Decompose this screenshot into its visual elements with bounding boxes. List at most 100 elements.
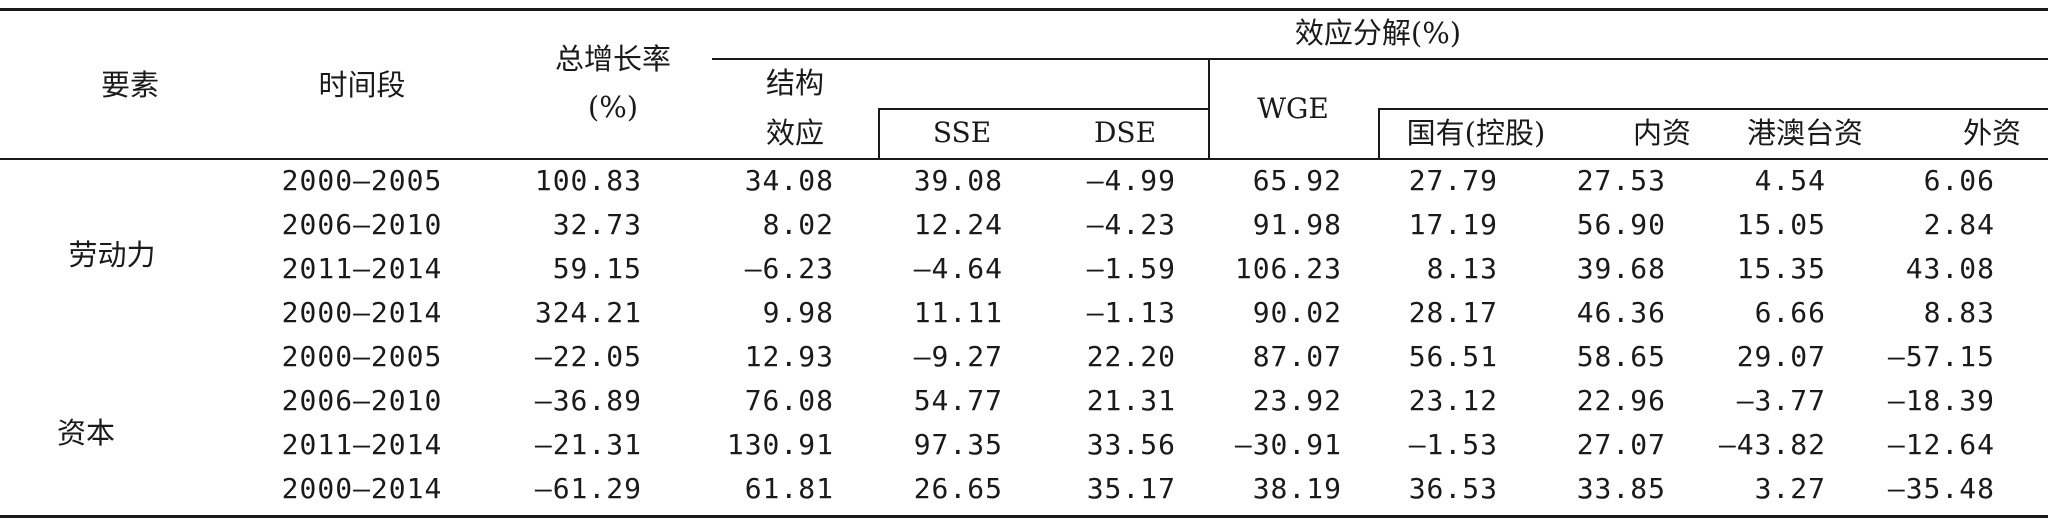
cell-state-owned: 17.19 (1408, 208, 1498, 241)
cell-hk-macau-taiwan: 15.35 (1736, 252, 1826, 285)
header-total-growth-line2: (%) (587, 90, 639, 124)
cell-hk-macau-taiwan: 6.66 (1754, 296, 1826, 329)
cell-domestic: 39.68 (1576, 252, 1666, 285)
cell-structure-effect: 34.08 (744, 164, 834, 197)
cell-foreign: 8.83 (1923, 296, 1995, 329)
cell-state-owned: 8.13 (1426, 252, 1498, 285)
table-bottom-rule (0, 515, 2048, 518)
cell-sse: 54.77 (913, 384, 1003, 417)
effect-header-rule (712, 58, 2048, 60)
header-effect-decomposition: 效应分解(%) (1294, 16, 1462, 50)
header-state-owned: 国有(控股) (1406, 116, 1546, 150)
cell-domestic: 22.96 (1576, 384, 1666, 417)
cell-state-owned: 36.53 (1408, 472, 1498, 505)
cell-state-owned: 23.12 (1408, 384, 1498, 417)
divider-structure-sse (878, 108, 880, 158)
cell-total-growth: —21.31 (534, 428, 642, 461)
cell-total-growth: 324.21 (534, 296, 642, 329)
divider-dse-wge (1208, 58, 1210, 158)
cell-structure-effect: 8.02 (762, 208, 834, 241)
group-label-labor: 劳动力 (68, 238, 156, 272)
cell-state-owned: 28.17 (1408, 296, 1498, 329)
cell-dse: 21.31 (1086, 384, 1176, 417)
cell-wge: 65.92 (1252, 164, 1342, 197)
group-label-capital: 资本 (56, 416, 116, 450)
cell-hk-macau-taiwan: 29.07 (1736, 340, 1826, 373)
cell-sse: —9.27 (913, 340, 1003, 373)
cell-hk-macau-taiwan: 15.05 (1736, 208, 1826, 241)
cell-state-owned: 27.79 (1408, 164, 1498, 197)
cell-dse: 33.56 (1086, 428, 1176, 461)
cell-dse: —4.99 (1086, 164, 1176, 197)
cell-period: 2011—2014 (281, 252, 443, 285)
header-period: 时间段 (318, 68, 406, 102)
cell-foreign: —35.48 (1887, 472, 1995, 505)
cell-dse: —1.59 (1086, 252, 1176, 285)
cell-structure-effect: 9.98 (762, 296, 834, 329)
cell-foreign: 2.84 (1923, 208, 1995, 241)
cell-wge: 90.02 (1252, 296, 1342, 329)
cell-domestic: 27.07 (1576, 428, 1666, 461)
cell-foreign: —12.64 (1887, 428, 1995, 461)
cell-structure-effect: 76.08 (744, 384, 834, 417)
header-hk-macau-taiwan: 港澳台资 (1746, 116, 1864, 150)
cell-wge: 91.98 (1252, 208, 1342, 241)
cell-structure-effect: —6.23 (744, 252, 834, 285)
cell-dse: —1.13 (1086, 296, 1176, 329)
cell-state-owned: —1.53 (1408, 428, 1498, 461)
cell-total-growth: —36.89 (534, 384, 642, 417)
cell-hk-macau-taiwan: —43.82 (1718, 428, 1826, 461)
cell-state-owned: 56.51 (1408, 340, 1498, 373)
cell-total-growth: —22.05 (534, 340, 642, 373)
cell-dse: 22.20 (1086, 340, 1176, 373)
cell-domestic: 27.53 (1576, 164, 1666, 197)
cell-period: 2000—2005 (281, 340, 443, 373)
subheader-rule-left (878, 108, 1208, 110)
cell-period: 2000—2014 (281, 472, 443, 505)
subheader-rule-right (1378, 108, 2048, 110)
cell-sse: 97.35 (913, 428, 1003, 461)
cell-hk-macau-taiwan: 3.27 (1754, 472, 1826, 505)
header-wge: WGE (1257, 92, 1329, 125)
cell-wge: 106.23 (1234, 252, 1342, 285)
cell-dse: 35.17 (1086, 472, 1176, 505)
cell-domestic: 56.90 (1576, 208, 1666, 241)
cell-sse: 12.24 (913, 208, 1003, 241)
cell-structure-effect: 61.81 (744, 472, 834, 505)
cell-domestic: 46.36 (1576, 296, 1666, 329)
header-bottom-rule (0, 158, 2048, 160)
cell-sse: —4.64 (913, 252, 1003, 285)
cell-wge: 38.19 (1252, 472, 1342, 505)
header-dse: DSE (1093, 116, 1157, 149)
cell-total-growth: 100.83 (534, 164, 642, 197)
cell-total-growth: 32.73 (552, 208, 642, 241)
cell-foreign: 6.06 (1923, 164, 1995, 197)
cell-sse: 26.65 (913, 472, 1003, 505)
cell-period: 2000—2014 (281, 296, 443, 329)
header-structure-line1: 结构 (765, 66, 825, 100)
cell-foreign: —18.39 (1887, 384, 1995, 417)
cell-hk-macau-taiwan: —3.77 (1736, 384, 1826, 417)
cell-sse: 39.08 (913, 164, 1003, 197)
divider-wge-ownership (1378, 108, 1380, 158)
header-structure-line2: 效应 (765, 116, 825, 150)
cell-period: 2006—2010 (281, 208, 443, 241)
cell-domestic: 33.85 (1576, 472, 1666, 505)
cell-period: 2000—2005 (281, 164, 443, 197)
cell-wge: —30.91 (1234, 428, 1342, 461)
cell-total-growth: 59.15 (552, 252, 642, 285)
cell-total-growth: —61.29 (534, 472, 642, 505)
cell-structure-effect: 12.93 (744, 340, 834, 373)
cell-foreign: 43.08 (1905, 252, 1995, 285)
header-total-growth-line1: 总增长率 (554, 42, 672, 76)
cell-dse: —4.23 (1086, 208, 1176, 241)
header-element: 要素 (100, 68, 160, 102)
cell-structure-effect: 130.91 (726, 428, 834, 461)
cell-period: 2006—2010 (281, 384, 443, 417)
cell-sse: 11.11 (913, 296, 1003, 329)
header-foreign: 外资 (1962, 116, 2022, 150)
table-top-rule (0, 8, 2048, 11)
cell-wge: 23.92 (1252, 384, 1342, 417)
header-sse: SSE (932, 116, 992, 149)
